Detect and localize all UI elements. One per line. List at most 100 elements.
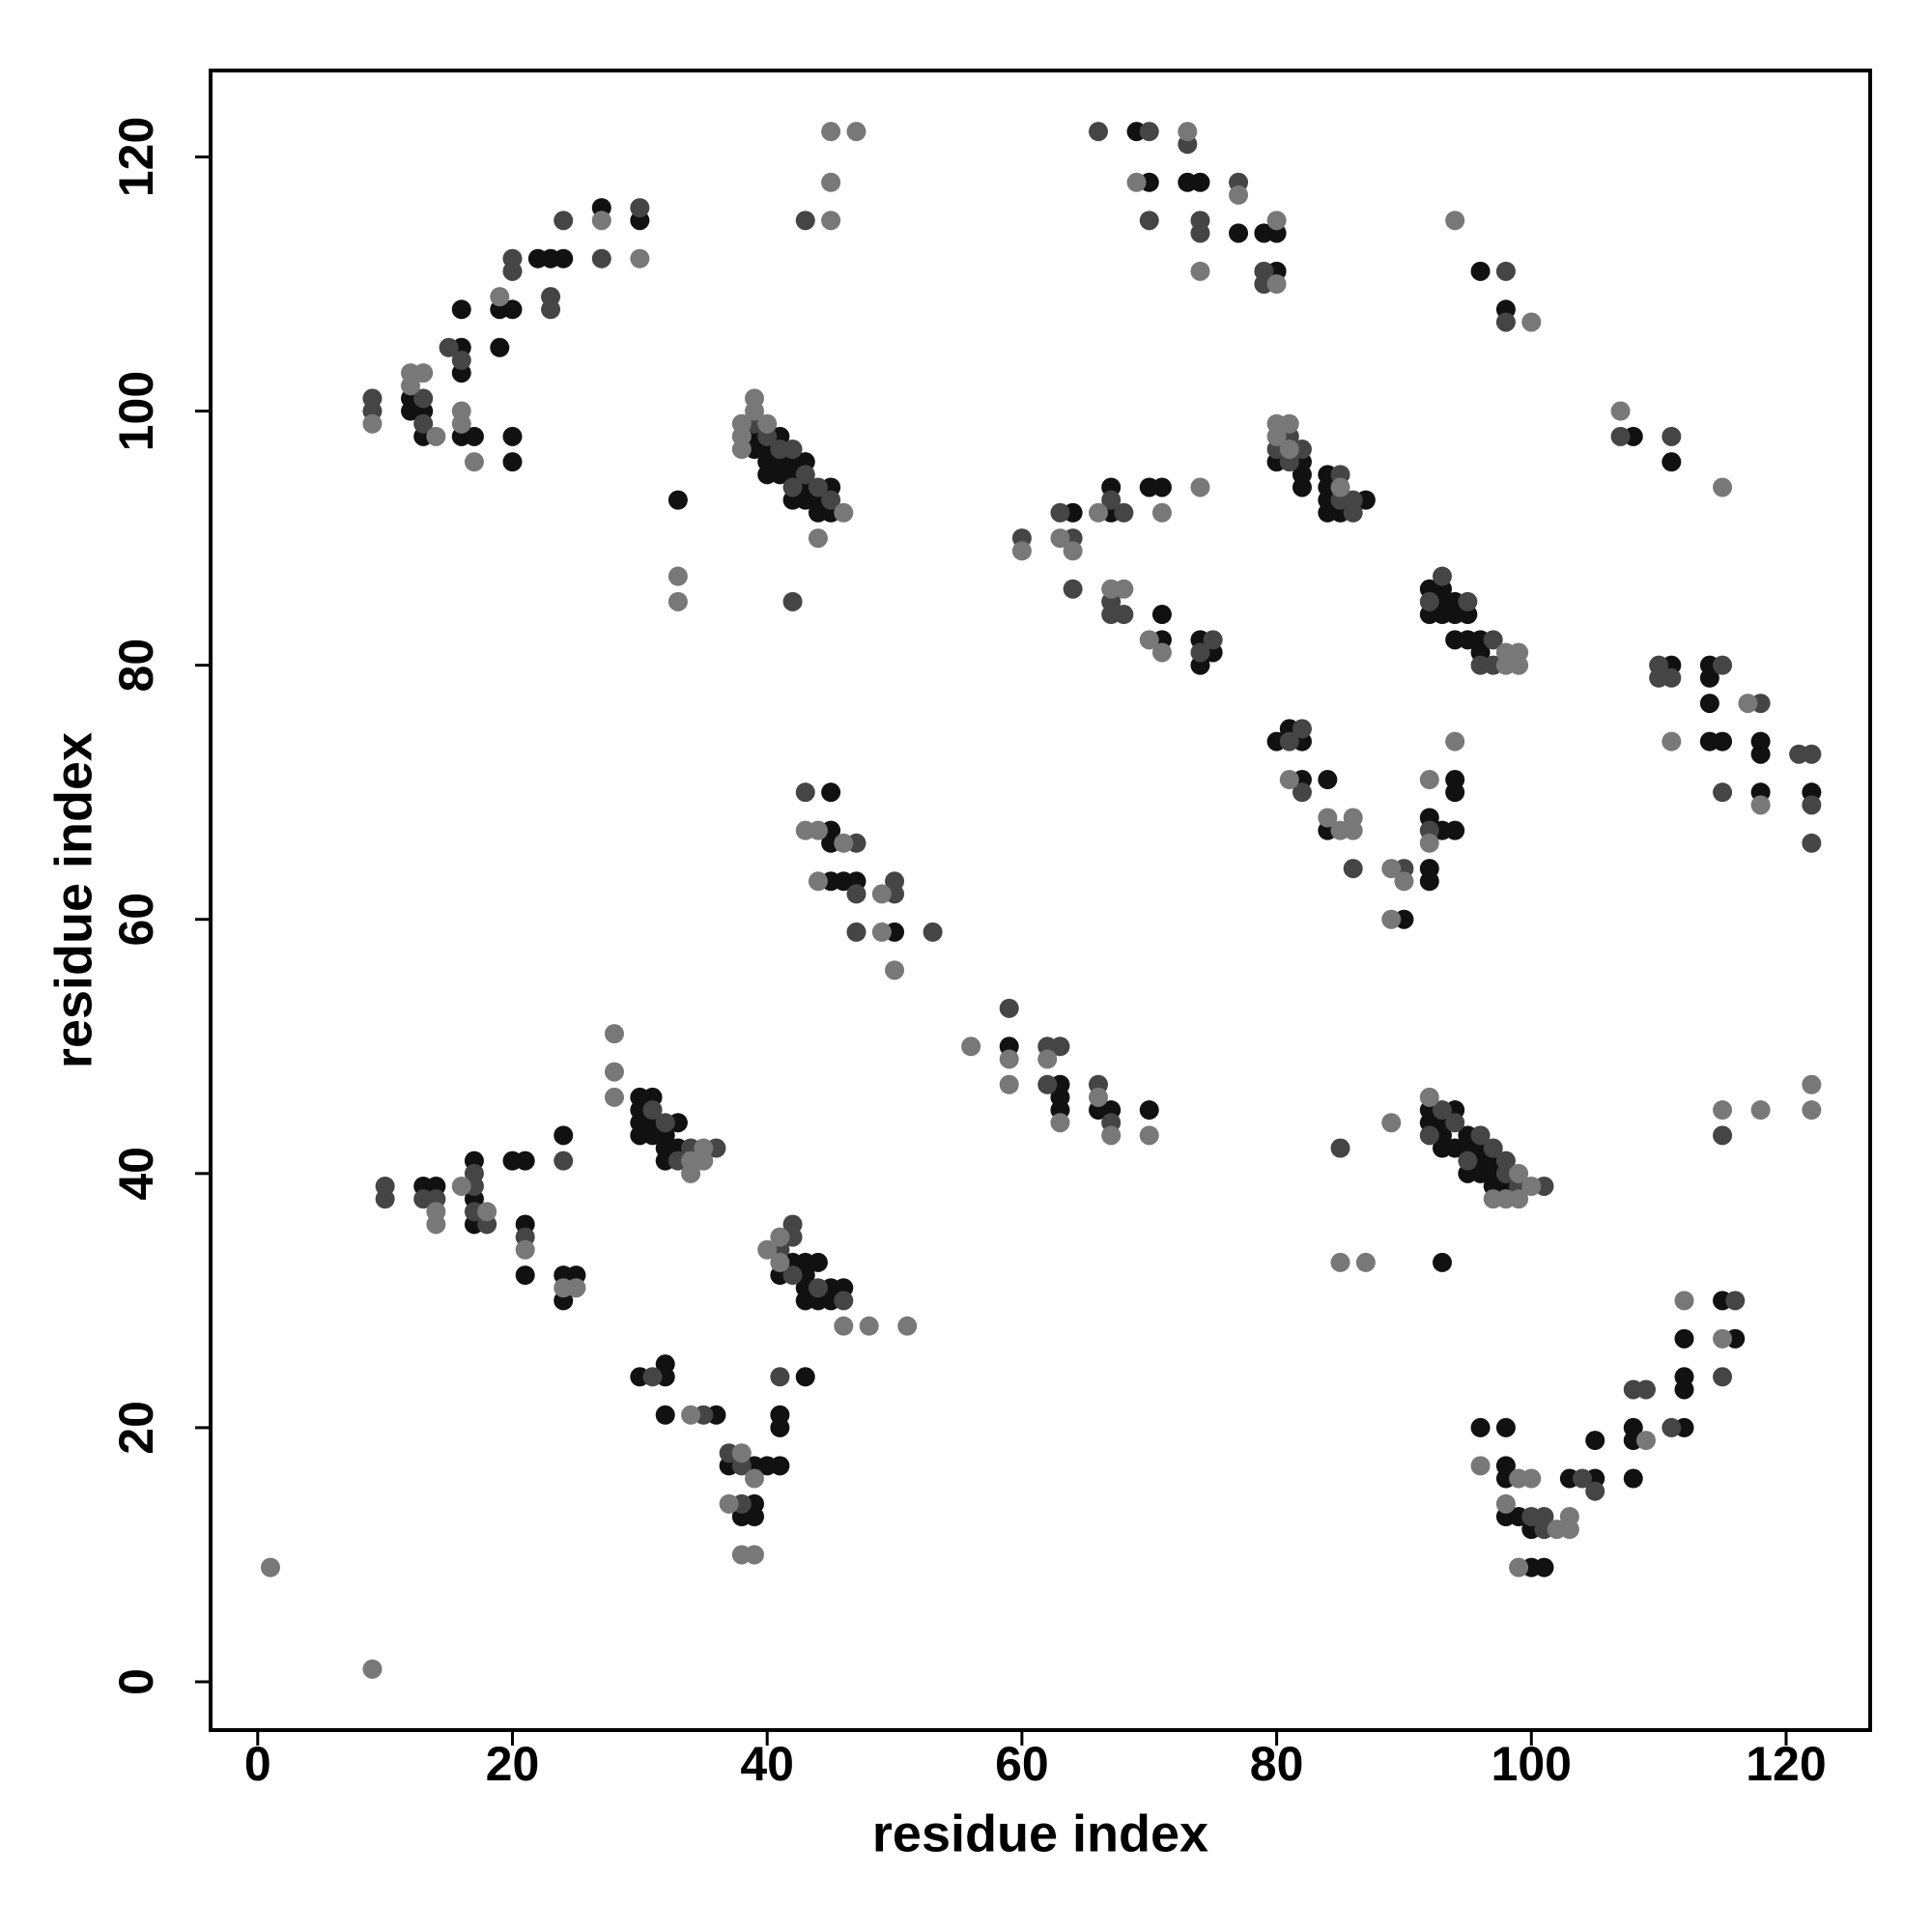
point [1114, 502, 1134, 523]
point [1126, 172, 1147, 192]
point [846, 884, 867, 904]
point [744, 1507, 764, 1527]
point [1151, 477, 1172, 497]
point [1330, 1138, 1350, 1158]
point [604, 1024, 624, 1044]
point [744, 401, 764, 421]
point [1470, 1456, 1491, 1476]
point [1292, 477, 1312, 497]
point [668, 591, 688, 611]
point [630, 248, 650, 269]
point [426, 1214, 446, 1235]
point [1381, 1113, 1402, 1133]
point [821, 122, 841, 142]
point [502, 299, 523, 320]
point [1623, 1468, 1643, 1489]
point [1050, 1113, 1070, 1133]
point [681, 1405, 701, 1425]
point [1203, 630, 1223, 650]
point [1229, 185, 1249, 205]
point [1011, 541, 1032, 561]
point [1394, 871, 1414, 892]
point [515, 1239, 535, 1260]
point [1355, 1252, 1376, 1272]
point [1330, 477, 1350, 497]
point [1521, 1176, 1542, 1196]
point [1419, 770, 1439, 790]
point [782, 440, 803, 460]
point [757, 1239, 778, 1260]
point [999, 998, 1019, 1018]
x-axis-title: residue index [872, 1804, 1208, 1862]
point [808, 820, 828, 840]
point [1343, 502, 1363, 523]
point [1495, 1493, 1516, 1514]
point [1713, 782, 1733, 803]
point [1802, 795, 1822, 815]
point [1114, 579, 1134, 599]
plot-frame [209, 69, 1872, 1732]
point [451, 413, 471, 434]
point [744, 1545, 764, 1565]
point [413, 363, 434, 384]
point [859, 1316, 879, 1336]
point [694, 1151, 714, 1171]
point [1713, 1100, 1733, 1121]
y-tick-label: 100 [109, 371, 163, 451]
point [923, 922, 943, 942]
point [1610, 426, 1631, 446]
point [1139, 211, 1159, 231]
point [1330, 1252, 1350, 1272]
point [1114, 605, 1134, 625]
point [1713, 1125, 1733, 1146]
point [1050, 1037, 1070, 1057]
point [1445, 1113, 1465, 1133]
point [770, 1417, 790, 1437]
point [1509, 1163, 1529, 1183]
point [1266, 426, 1287, 446]
point [1266, 211, 1287, 231]
point [1229, 223, 1249, 243]
point [668, 566, 688, 586]
point [1713, 655, 1733, 675]
point [808, 1278, 828, 1298]
point [757, 413, 778, 434]
point [1101, 490, 1122, 510]
point [846, 922, 867, 942]
point [1802, 744, 1822, 764]
point [846, 122, 867, 142]
point [1432, 1252, 1452, 1272]
point [1190, 642, 1210, 663]
point [1190, 223, 1210, 243]
point [1509, 1189, 1529, 1209]
point [1635, 1379, 1656, 1400]
point [834, 833, 854, 853]
point [1495, 261, 1516, 281]
point [451, 1176, 471, 1196]
point [554, 1151, 574, 1171]
point [1419, 591, 1439, 611]
point [1725, 1291, 1746, 1311]
point [642, 1367, 663, 1387]
point [1037, 1049, 1058, 1069]
y-tick-label: 120 [109, 117, 163, 197]
point [1088, 122, 1108, 142]
point [413, 413, 434, 434]
point [1509, 655, 1529, 675]
point [1585, 1431, 1605, 1451]
point [401, 376, 421, 396]
point [1419, 1087, 1439, 1107]
point [1190, 172, 1210, 192]
point [413, 388, 434, 409]
point [795, 782, 815, 803]
point [782, 591, 803, 611]
point [554, 248, 574, 269]
point [451, 350, 471, 370]
point [1674, 1379, 1694, 1400]
point [999, 1074, 1019, 1094]
point [1432, 1100, 1452, 1121]
point [375, 1189, 395, 1209]
point [1662, 426, 1682, 446]
point [1139, 122, 1159, 142]
